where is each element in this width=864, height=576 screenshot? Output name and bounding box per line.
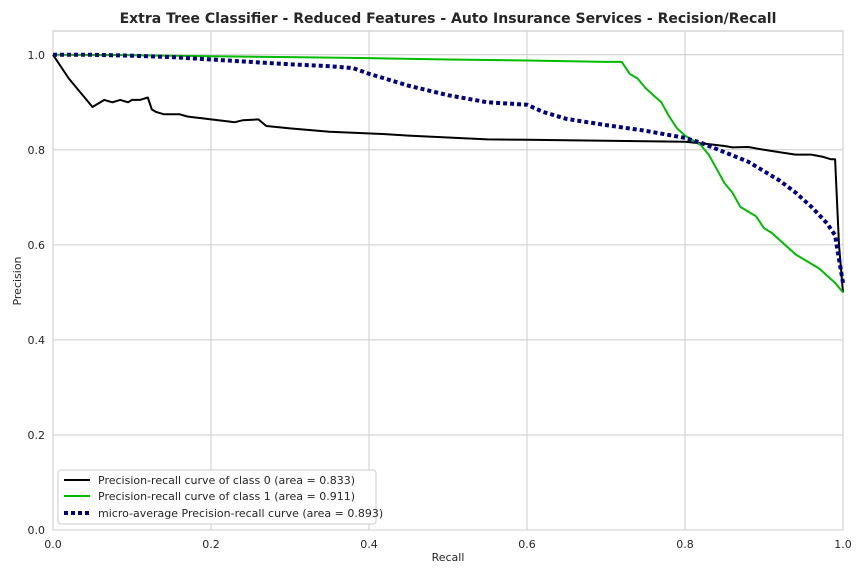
- y-axis-label: Precision: [11, 256, 24, 305]
- y-tick-label: 1.0: [28, 49, 46, 62]
- y-tick-label: 0.0: [28, 524, 46, 537]
- x-tick-label: 0.4: [360, 538, 378, 551]
- y-tick-label: 0.8: [28, 144, 46, 157]
- legend-entry-class-0: Precision-recall curve of class 0 (area …: [98, 474, 355, 487]
- x-tick-label: 0.0: [44, 538, 62, 551]
- curves: [52, 52, 845, 294]
- y-tick-label: 0.6: [28, 239, 46, 252]
- plot-area: [52, 30, 844, 531]
- y-tick-labels: 0.0 0.2 0.4 0.6 0.8 1.0: [28, 49, 46, 537]
- legend: Precision-recall curve of class 0 (area …: [57, 469, 383, 525]
- x-tick-labels: 0.0 0.2 0.4 0.6 0.8 1.0: [44, 538, 852, 551]
- legend-entry-class-1: Precision-recall curve of class 1 (area …: [98, 490, 355, 503]
- curve-class-1: [52, 53, 844, 294]
- y-tick-label: 0.4: [28, 334, 46, 347]
- legend-entry-micro-average: micro-average Precision-recall curve (ar…: [98, 507, 383, 520]
- x-tick-label: 0.6: [518, 538, 536, 551]
- x-tick-label: 0.8: [676, 538, 694, 551]
- x-axis-label: Recall: [432, 551, 465, 564]
- curve-class-0: [52, 54, 844, 293]
- x-tick-label: 0.2: [202, 538, 220, 551]
- y-tick-label: 0.2: [28, 429, 46, 442]
- chart-title: Extra Tree Classifier - Reduced Features…: [120, 11, 777, 27]
- legend-box: [57, 469, 377, 525]
- curve-micro-average: [53, 52, 845, 284]
- x-tick-label: 1.0: [834, 538, 852, 551]
